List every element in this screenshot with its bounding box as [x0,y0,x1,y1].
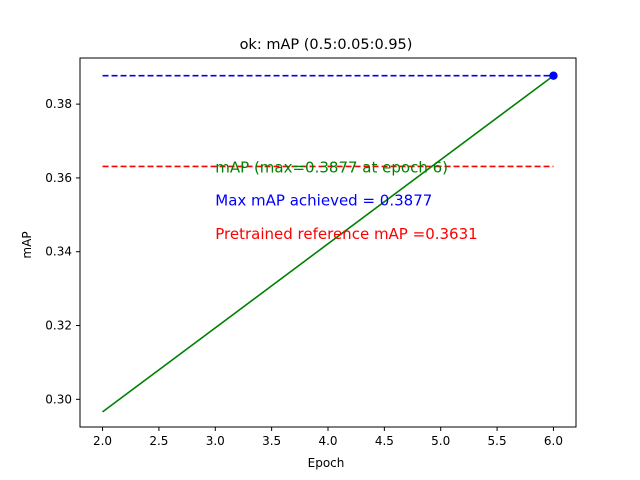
annotation-max-achieved: Max mAP achieved = 0.3877 [215,192,432,210]
x-tick-label: 5.0 [431,434,450,448]
y-tick-label: 0.38 [45,97,72,111]
x-tick-label: 3.0 [206,434,225,448]
annotation-map-max: mAP (max=0.3877 at epoch 6) [215,158,448,176]
x-tick-label: 2.0 [93,434,112,448]
y-axis-label: mAP [20,231,34,258]
x-tick-label: 2.5 [149,434,168,448]
map-series-line [102,75,554,413]
x-tick-label: 4.0 [318,434,337,448]
x-tick-label: 4.5 [375,434,394,448]
x-axis-label: Epoch [308,456,345,470]
plot-area: 2.0 2.5 3.0 3.5 4.0 4.5 5.0 5.5 6.0 0.30 0.32 0.34 0… [45,57,577,448]
x-tick-label: 3.5 [262,434,281,448]
x-tick-label: 6.0 [544,434,563,448]
max-point-marker [549,71,558,80]
y-tick-label: 0.32 [45,319,72,333]
x-tick-label: 5.5 [488,434,507,448]
y-tick-label: 0.36 [45,171,72,185]
y-tick-label: 0.34 [45,245,72,259]
annotation-pretrained: Pretrained reference mAP =0.3631 [215,225,477,243]
y-tick-label: 0.30 [45,392,72,406]
chart-title: ok: mAP (0.5:0.05:0.95) [240,37,413,53]
